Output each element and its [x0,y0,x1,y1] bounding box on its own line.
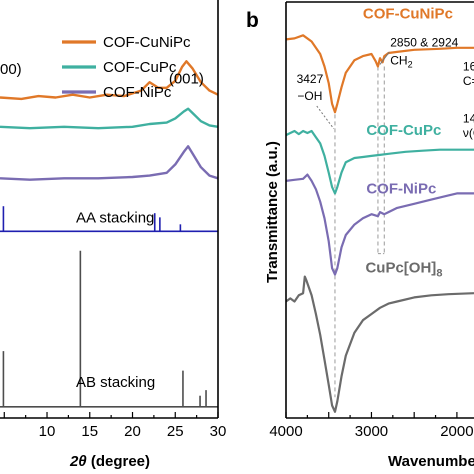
panel-b-ftir: b COF-CuNiPc COF-CuPc COF-NiPc CuPc[OH]8 34… [246,1,474,470]
series-line-cof-cupc [285,129,474,195]
x-axis-label-symbol: 2θ [69,453,87,470]
x-tick-label: 30 [210,423,227,440]
x-tick-label: 10 [39,423,56,440]
peak-annotation-100: 00) [0,61,22,78]
series-aa-stacking: AA stacking [0,206,218,233]
series-label-cof-cunipc: COF-CuNiPc [363,6,453,23]
peak-annotation-1469: 1469 [463,112,474,126]
legend-label-cof-cupc: COF-CuPc [103,59,177,76]
series-label-cof-cupc: COF-CuPc [366,122,441,139]
x-axis-label-unit: (degree) [87,453,150,470]
x-tick-label: 20 [124,423,141,440]
legend-label-cof-nipc: COF-NiPc [103,84,172,101]
panel-b-y-axis-label: Transmittance (a.u.) [264,141,281,283]
peak-annotation-162: 162 [463,60,474,74]
panel-a-annotations: 00) (001) [0,61,204,88]
series-label-subscript: 8 [436,267,442,279]
peak-annotation-c-n: ν(C=N [463,126,474,140]
peak-annotation-c: C= [463,74,474,88]
series-line-cof-nipc [0,145,219,181]
series-line-cof-cunipc [285,34,474,114]
panel-b-axes: 4000 3000 2000 [269,1,474,440]
x-tick-label: 3000 [355,423,388,440]
x-tick-label: 25 [167,423,184,440]
peak-annotation-oh: −OH [297,89,322,103]
panel-a-x-axis-label: 2θ (degree) [69,453,150,470]
ch2-pointer-arrow [379,51,390,65]
panel-a-legend: COF-CuNiPc COF-CuPc COF-NiPc [62,34,191,101]
panel-a-axes: 10 15 20 25 30 [0,0,226,440]
panel-b-x-axis-label: Wavenumber [388,453,474,470]
peak-annotation-3427: 3427 [297,72,324,86]
series-line-cof-nipc [285,173,474,276]
peak-annotation-ch: CH2 [390,53,412,69]
panel-b-letter: b [246,9,259,32]
panel-b-series-group: COF-CuNiPc COF-CuPc COF-NiPc CuPc[OH]8 [285,6,474,413]
series-line-cupc-oh-8 [285,275,474,413]
series-label-ab-stacking: AB stacking [76,374,155,391]
panel-a-xrd: AA stacking AB stacking 00) (001) COF-CuNi… [0,0,226,470]
peak-annotation-2850-2924: 2850 & 2924 [390,36,458,50]
panel-a-series-group: AA stacking AB stacking [0,60,219,408]
series-label-aa-stacking: AA stacking [76,209,154,226]
x-tick-label: 15 [81,423,98,440]
panel-b-reference-lines [334,66,385,398]
series-label-cof-nipc: COF-NiPc [366,180,436,197]
x-tick-label: 4000 [269,423,302,440]
series-line-cof-cunipc [0,60,219,101]
series-label-cupc-oh-8: CuPc[OH]8 [365,259,442,279]
x-tick-label: 2000 [440,423,473,440]
series-ab-stacking: AB stacking [0,250,218,408]
legend-label-cof-cunipc: COF-CuNiPc [103,34,191,51]
panel-b-annotations: 3427 −OH 2850 & 2924 CH2 162C= 1469ν(C=N [297,36,474,140]
series-line-cof-cupc [0,107,219,130]
oh-pointer-arrow [316,105,335,130]
peak-annotation-001: (001) [169,71,204,88]
annotation-subscript: 2 [408,59,413,69]
